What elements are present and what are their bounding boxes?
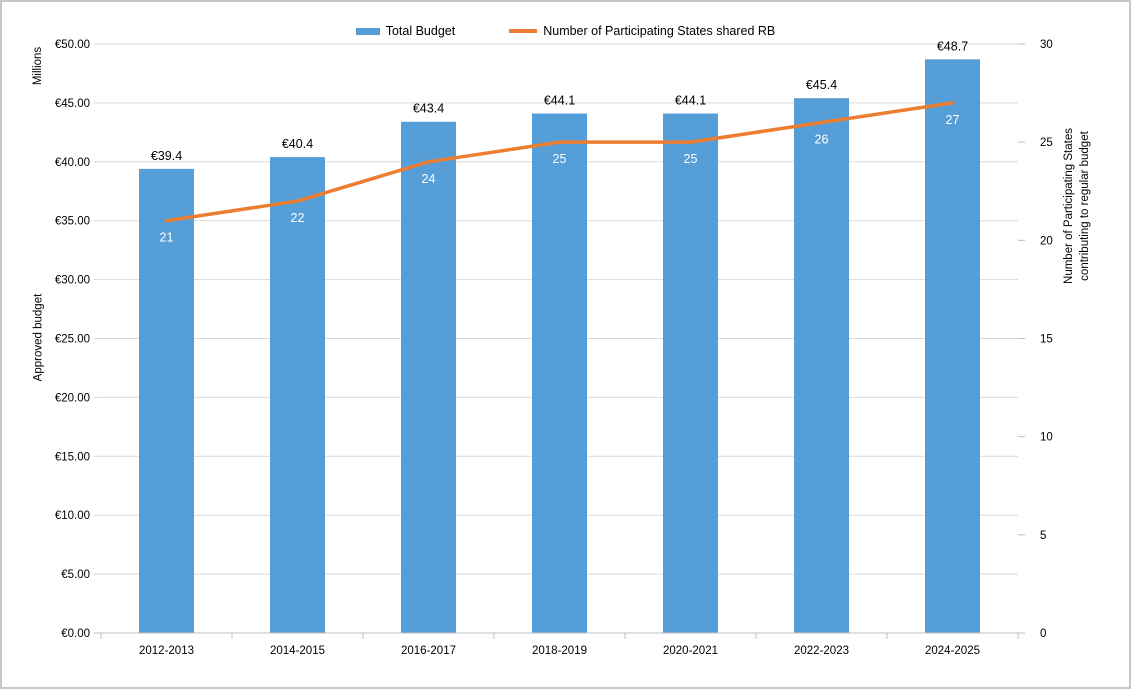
line-value-label: 22 <box>291 211 305 225</box>
right-axis-tick-label: 0 <box>1040 628 1046 640</box>
left-axis-tick-label: €25.00 <box>55 334 90 346</box>
x-axis-category-label: 2024-2025 <box>925 645 980 657</box>
bar-value-label: €40.4 <box>282 137 313 151</box>
bar-total-budget[interactable] <box>925 59 980 633</box>
line-participating-states[interactable] <box>164 101 955 223</box>
line-value-label: 21 <box>160 231 174 245</box>
left-axis-title: Approved budget <box>32 293 45 382</box>
right-axis-tick-label: 20 <box>1040 235 1053 247</box>
legend-line-swatch-icon <box>509 29 538 33</box>
legend-label-total-budget: Total Budget <box>385 24 456 38</box>
left-axis-tick-label: €40.00 <box>55 157 90 169</box>
bar-value-label: €44.1 <box>544 94 575 108</box>
left-axis-units-label: Millions <box>32 46 44 86</box>
bar-total-budget[interactable] <box>794 98 849 634</box>
bar-value-label: €43.4 <box>413 102 444 116</box>
left-axis-tick-label: €15.00 <box>55 451 90 463</box>
right-axis-title: Number of Participating States contribut… <box>1062 116 1094 296</box>
legend-item-total-budget[interactable]: Total Budget <box>355 24 456 38</box>
right-axis-tick-label: 10 <box>1040 432 1053 444</box>
x-axis-category-label: 2022-2023 <box>794 645 849 657</box>
line-value-label: 24 <box>422 172 436 186</box>
x-axis-category-label: 2014-2015 <box>270 645 325 657</box>
line-value-label: 25 <box>684 152 698 166</box>
left-axis-tick-label: €0.00 <box>61 628 90 640</box>
bar-total-budget[interactable] <box>401 121 456 634</box>
left-axis-tick-label: €20.00 <box>55 392 90 404</box>
left-axis-tick-label: €50.00 <box>55 39 90 51</box>
right-axis-title-line1: Number of Participating States <box>1063 128 1075 284</box>
right-axis-tick-label: 30 <box>1040 39 1053 51</box>
line-value-label: 25 <box>553 152 567 166</box>
legend-bar-swatch-icon <box>355 27 380 35</box>
bar-value-label: €44.1 <box>675 94 706 108</box>
line-value-label: 27 <box>946 113 960 127</box>
x-axis-category-label: 2012-2013 <box>139 645 194 657</box>
right-axis-title-line2: contributing to regular budget <box>1078 131 1091 281</box>
legend-item-participating-states[interactable]: Number of Participating States shared RB <box>509 24 775 38</box>
bar-total-budget[interactable] <box>532 113 587 633</box>
left-axis-tick-label: €10.00 <box>55 510 90 522</box>
x-axis-category-label: 2016-2017 <box>401 645 456 657</box>
left-axis-tick-label: €30.00 <box>55 275 90 287</box>
right-axis-tick-label: 5 <box>1040 530 1046 542</box>
bar-total-budget[interactable] <box>139 168 194 634</box>
bar-value-label: €48.7 <box>937 39 968 53</box>
x-axis-category-label: 2018-2019 <box>532 645 587 657</box>
bar-value-label: €39.4 <box>151 149 182 163</box>
left-axis-tick-label: €45.00 <box>55 98 90 110</box>
legend-label-participating-states: Number of Participating States shared RB <box>543 24 776 38</box>
right-axis-tick-label: 25 <box>1040 137 1053 149</box>
x-axis-category-label: 2020-2021 <box>663 645 718 657</box>
bar-total-budget[interactable] <box>663 113 718 633</box>
right-axis-tick-label: 15 <box>1040 334 1053 346</box>
bar-value-label: €45.4 <box>806 78 837 92</box>
bar-total-budget[interactable] <box>270 157 325 633</box>
line-value-label: 26 <box>815 133 829 147</box>
left-axis-tick-label: €5.00 <box>61 569 90 581</box>
left-axis-tick-label: €35.00 <box>55 216 90 228</box>
legend: Total Budget Number of Participating Sta… <box>2 24 1129 38</box>
